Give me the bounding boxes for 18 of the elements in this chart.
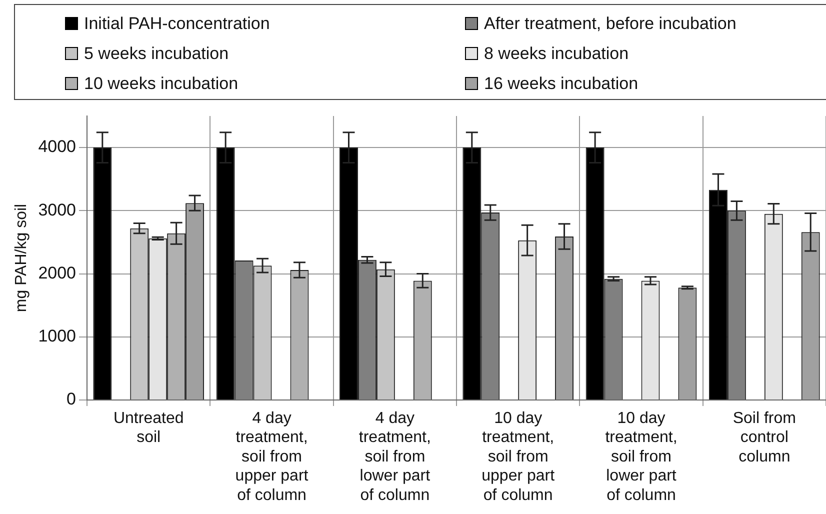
legend-label: 16 weeks incubation bbox=[484, 74, 638, 94]
y-tick-label: 2000 bbox=[38, 263, 76, 282]
legend-label: 5 weeks incubation bbox=[84, 44, 229, 64]
legend-label: 8 weeks incubation bbox=[484, 44, 629, 64]
y-tick-label: 3000 bbox=[38, 200, 76, 220]
x-tick-label: 10 day treatment, soil from upper part of column bbox=[482, 410, 556, 504]
y-tick-label: 4000 bbox=[38, 137, 76, 156]
x-tick-label: Soil from control column bbox=[732, 410, 796, 466]
x-tick-label: Untreated soil bbox=[113, 410, 184, 446]
legend-label: After treatment, before incubation bbox=[484, 14, 736, 34]
x-tick-label: 4 day treatment, soil from lower part of column bbox=[358, 410, 431, 504]
x-tick-label: 10 day treatment, soil from lower part of column bbox=[605, 410, 678, 504]
legend-label: Initial PAH-concentration bbox=[84, 14, 270, 34]
y-tick-label: 0 bbox=[66, 390, 76, 409]
x-tick-label: 4 day treatment, soil from upper part of column bbox=[235, 410, 309, 504]
legend-label: 10 weeks incubation bbox=[84, 74, 238, 94]
y-axis-title: mg PAH/kg soil bbox=[13, 204, 30, 312]
y-tick-label: 1000 bbox=[38, 326, 76, 346]
